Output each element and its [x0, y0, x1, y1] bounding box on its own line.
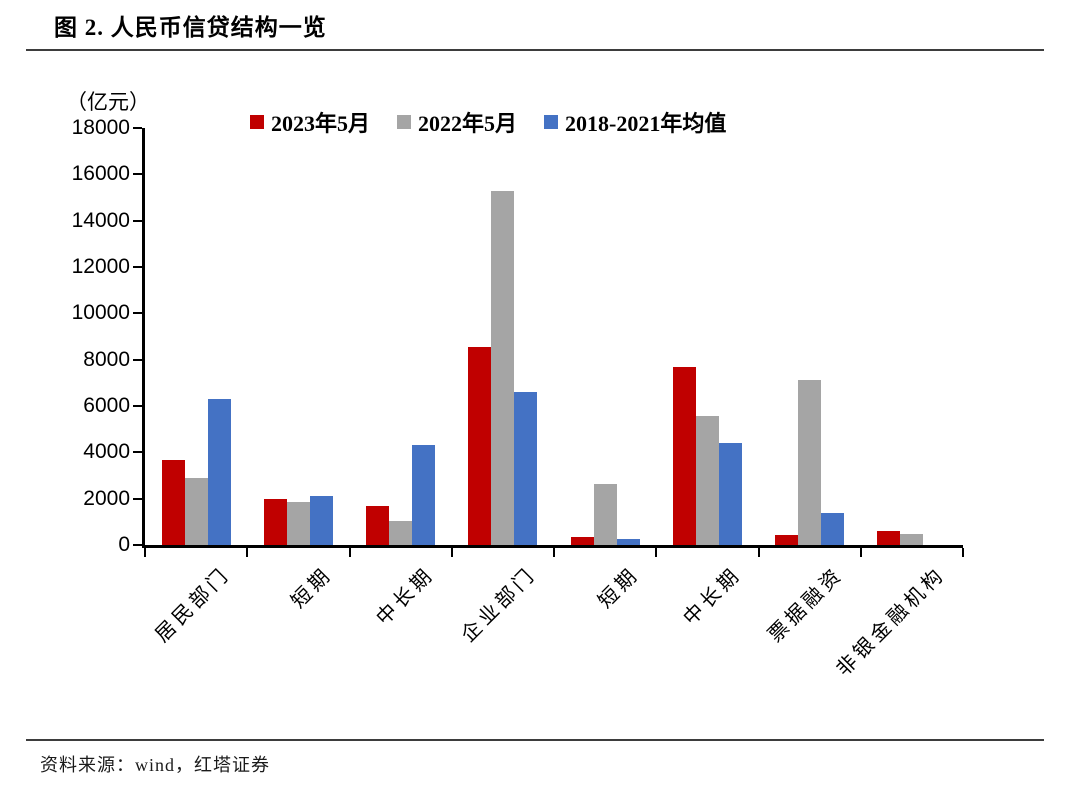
y-axis-tick-mark: [133, 219, 142, 222]
y-axis-tick-label: 16000: [71, 162, 130, 186]
legend-item-2: 2018-2021年均值: [544, 106, 726, 138]
bar-s2-c4: [616, 539, 640, 545]
x-axis-tick-mark: [553, 548, 555, 557]
x-axis-label: 中长期: [679, 563, 746, 630]
y-axis-tick-mark: [133, 405, 142, 408]
bar-s1-c0: [184, 478, 208, 545]
y-axis-tick-label: 0: [118, 533, 130, 556]
bar-group-1: [247, 128, 349, 545]
x-axis-label: 票据融资: [764, 563, 848, 647]
bar-group-7: [861, 128, 963, 545]
bar-s0-c1: [263, 498, 287, 545]
bar-s1-c5: [695, 416, 719, 545]
x-axis-tick-mark: [655, 548, 658, 557]
legend-swatch-icon: [397, 115, 412, 129]
x-axis-label: 企业部门: [457, 563, 542, 647]
bar-group-4: [554, 128, 656, 545]
chart-legend: 2023年5月 2022年5月 2018-2021年均值: [250, 106, 726, 138]
y-axis-tick-label: 4000: [83, 440, 130, 464]
legend-item-1: 2022年5月: [397, 106, 517, 138]
legend-item-0: 2023年5月: [250, 106, 370, 138]
figure-title: 图 2. 人民币信贷结构一览: [54, 15, 327, 40]
bar-s0-c0: [161, 459, 185, 545]
bar-s1-c7: [900, 534, 924, 545]
y-axis-tick-label: 8000: [83, 347, 130, 371]
y-axis-tick-mark: [133, 497, 142, 500]
x-axis-tick-mark: [246, 548, 249, 557]
y-axis-tick-label: 6000: [83, 394, 130, 418]
bar-group-6: [759, 128, 861, 545]
bar-s1-c2: [389, 520, 413, 545]
source-note: 资料来源：wind，红塔证券: [40, 755, 270, 775]
bar-s0-c4: [570, 536, 594, 545]
y-axis-tick-label: 18000: [71, 116, 130, 139]
bar-s2-c0: [207, 399, 231, 545]
legend-swatch-icon: [250, 115, 264, 129]
legend-label: 2018-2021年均值: [565, 111, 727, 136]
x-axis-tick-mark: [859, 548, 862, 557]
footer-divider: [26, 739, 1044, 741]
bar-s2-c1: [309, 496, 333, 545]
bar-s0-c7: [877, 531, 901, 545]
y-axis-tick-mark: [133, 312, 142, 315]
y-axis-tick-mark: [133, 127, 142, 129]
x-axis-label: 中长期: [372, 563, 439, 630]
x-axis-tick-mark: [348, 548, 351, 557]
bar-s2-c2: [412, 445, 436, 545]
bar-s2-c5: [718, 443, 742, 545]
bar-s1-c6: [798, 379, 822, 545]
x-axis-label: 居民部门: [150, 563, 235, 647]
bar-s1-c3: [491, 190, 515, 545]
bar-s0-c2: [366, 505, 390, 545]
y-axis-tick-label: 2000: [83, 486, 130, 510]
x-axis-tick-mark: [450, 548, 453, 557]
y-axis-tick-mark: [133, 451, 142, 454]
legend-label: 2022年5月: [418, 111, 518, 136]
plot-area: 0 2000 4000 6000 8000 10000 12000 14000 16000 180…: [72, 117, 964, 681]
bar-s0-c6: [775, 535, 799, 545]
y-axis-tick-mark: [133, 544, 142, 546]
bar-group-3: [452, 128, 554, 545]
y-axis-tick-label: 14000: [71, 208, 130, 232]
legend-swatch-icon: [544, 115, 559, 129]
y-axis-tick-mark: [133, 266, 142, 269]
bar-s2-c6: [821, 512, 845, 545]
x-axis-label: 短期: [593, 563, 644, 613]
bar-s1-c1: [286, 502, 310, 545]
bar-s0-c5: [672, 366, 696, 545]
legend-label: 2023年5月: [271, 111, 371, 136]
y-axis-tick-mark: [133, 173, 142, 176]
bar-s1-c4: [593, 483, 617, 545]
y-axis-tick-label: 12000: [71, 255, 130, 279]
title-divider: [26, 49, 1044, 51]
bar-group-5: [656, 128, 758, 545]
x-axis-tick-mark: [962, 548, 964, 557]
bar-s2-c3: [514, 392, 538, 545]
y-axis-unit-label: （亿元）: [66, 90, 150, 114]
bar-s0-c3: [468, 346, 492, 545]
bar-group-0: [145, 128, 247, 545]
y-axis-tick-label: 10000: [71, 301, 130, 325]
x-axis-tick-mark: [144, 548, 146, 557]
x-axis-label: 短期: [287, 563, 337, 613]
x-axis-tick-mark: [757, 548, 760, 557]
y-axis-tick-mark: [133, 358, 142, 361]
bar-group-2: [350, 128, 452, 545]
